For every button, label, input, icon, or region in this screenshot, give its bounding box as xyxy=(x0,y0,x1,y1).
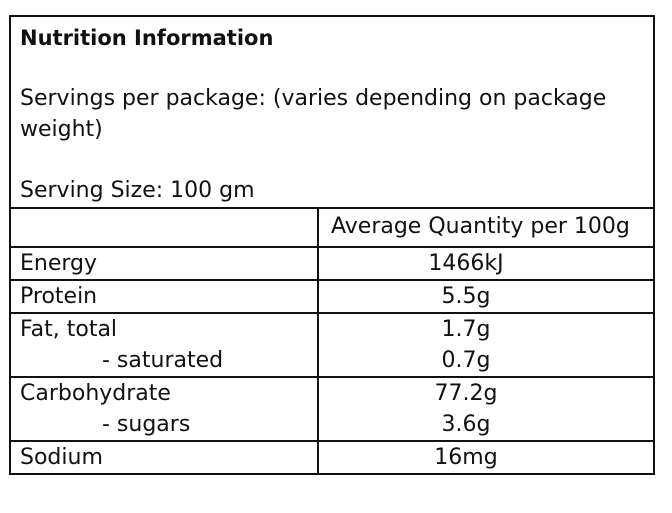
header-row: Average Quantity per 100g xyxy=(11,209,653,247)
nutrient-name: Sodium xyxy=(20,445,103,470)
nutrient-name: Carbohydrate xyxy=(20,381,171,406)
nutrient-value: 3.6g xyxy=(441,412,491,437)
title: Nutrition Information xyxy=(20,26,274,50)
nutrient-cell: Sodium xyxy=(11,440,319,473)
nutrition-panel: Nutrition Information Servings per packa… xyxy=(9,15,655,475)
nutrient-row: Energy 1466kJ xyxy=(11,246,653,280)
column-header: Average Quantity per 100g xyxy=(331,214,630,239)
nutrient-cell: Energy xyxy=(11,246,319,280)
table-body: Average Quantity per 100g Energy 1466kJ Pr… xyxy=(11,209,653,473)
servings: Servings per package: (varies depending … xyxy=(20,86,607,142)
value-cell: 16mg xyxy=(318,440,653,473)
nutrient-row: Carbohydrate - sugars 77.2g 3.6g xyxy=(11,376,653,441)
nutrient-value: 16mg xyxy=(434,445,498,470)
nutrient-value: 1.7g xyxy=(441,317,491,342)
value-cell: 1.7g 0.7g xyxy=(318,312,653,377)
value-cell: 1466kJ xyxy=(318,246,653,280)
nutrient-row: Protein 5.5g xyxy=(11,279,653,313)
nutrient-name: - sugars xyxy=(102,412,191,437)
empty-cell xyxy=(11,209,319,247)
nutrient-name: - saturated xyxy=(102,348,224,373)
nutrient-value: 5.5g xyxy=(441,284,491,309)
nutrient-cell: Protein xyxy=(11,279,319,313)
serving-size: Serving Size: 100 gm xyxy=(20,178,255,203)
nutrition-table: Average Quantity per 100g Energy 1466kJ Pr… xyxy=(11,209,653,473)
nutrient-value: 0.7g xyxy=(441,348,491,373)
value-cell: 77.2g 3.6g xyxy=(318,376,653,441)
nutrient-cell: Fat, total - saturated xyxy=(11,312,319,377)
nutrient-name: Fat, total xyxy=(20,317,118,342)
nutrient-cell: Carbohydrate - sugars xyxy=(11,376,319,441)
nutrient-name: Protein xyxy=(20,284,98,309)
nutrient-name: Energy xyxy=(20,251,98,276)
value-cell: 5.5g xyxy=(318,279,653,313)
nutrient-row: Fat, total - saturated 1.7g 0.7g xyxy=(11,312,653,377)
nutrient-value: 77.2g xyxy=(434,381,498,406)
nutrient-row: Sodium 16mg xyxy=(11,440,653,473)
nutrient-value: 1466kJ xyxy=(428,251,504,276)
panel-header: Nutrition Information Servings per packa… xyxy=(11,17,653,209)
